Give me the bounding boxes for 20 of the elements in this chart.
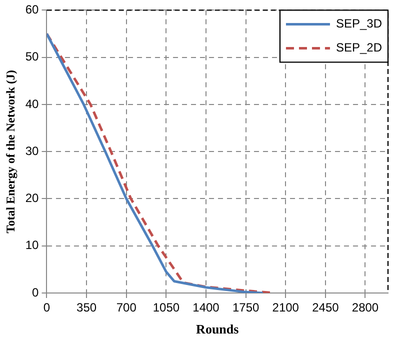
y-tick-label: 0 [32, 285, 40, 300]
y-tick-label: 50 [25, 50, 40, 64]
x-axis-title: Rounds [196, 322, 239, 337]
y-axis-title: Total Energy of the Network (J) [3, 70, 18, 234]
x-tick-label: 1400 [192, 300, 220, 315]
x-tick-label: 1750 [232, 300, 260, 315]
x-tick-label: 2100 [272, 300, 300, 315]
legend-label: SEP_3D [336, 16, 382, 31]
legend-label: SEP_2D [336, 40, 382, 55]
x-tick-label: 2450 [312, 300, 340, 315]
x-tick-label: 700 [116, 300, 137, 315]
y-tick-label: 20 [25, 191, 40, 206]
y-tick-label: 60 [25, 2, 40, 17]
y-tick-label: 40 [25, 96, 40, 111]
x-tick-label: 2800 [352, 300, 379, 315]
x-tick-label: 0 [43, 300, 50, 315]
y-tick-label: 10 [25, 238, 40, 252]
x-tick-label: 1050 [152, 300, 180, 315]
x-tick-label: 350 [76, 300, 97, 315]
y-tick-label: 30 [25, 144, 40, 158]
